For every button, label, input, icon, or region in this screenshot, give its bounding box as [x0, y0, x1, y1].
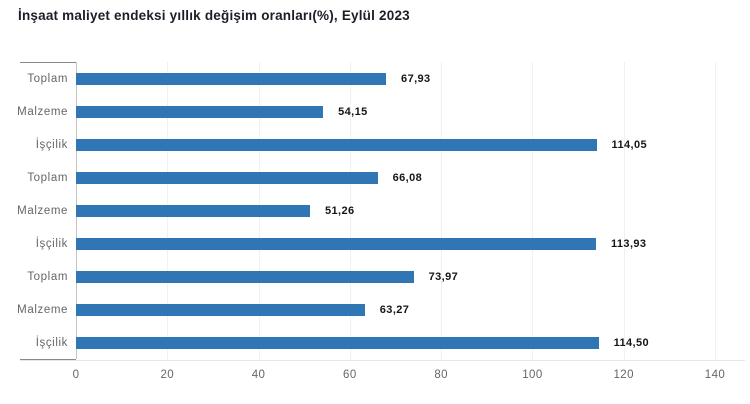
axis-top-cap [20, 62, 76, 63]
bar[interactable] [76, 138, 597, 151]
bar[interactable] [76, 303, 365, 316]
bar[interactable] [76, 72, 387, 85]
value-label: 114,50 [613, 336, 650, 349]
category-label: Malzeme [17, 303, 68, 316]
x-tick-label: 80 [434, 369, 448, 381]
category-label: Toplam [27, 72, 68, 85]
value-label: 63,27 [379, 303, 410, 316]
category-label: Malzeme [17, 105, 68, 118]
value-label: 73,97 [428, 270, 459, 283]
x-tick-label: 0 [72, 369, 80, 381]
gridline [349, 62, 351, 360]
category-label: Toplam [27, 171, 68, 184]
chart-title: İnşaat maliyet endeksi yıllık değişim or… [18, 8, 410, 23]
axis-bottom-cap [20, 359, 76, 360]
x-tick-label: 120 [613, 369, 634, 381]
category-label: İşçilik [35, 336, 68, 349]
value-label: 54,15 [338, 105, 368, 118]
x-tick-label: 40 [251, 369, 266, 381]
bar[interactable] [76, 237, 596, 250]
category-label: Toplam [27, 270, 68, 283]
value-label: 66,08 [392, 171, 423, 184]
bar[interactable] [76, 270, 414, 283]
category-label: Malzeme [17, 204, 68, 217]
gridline [441, 62, 443, 360]
gridline [532, 62, 534, 360]
x-tick-label: 100 [522, 369, 543, 381]
value-label: 113,93 [611, 237, 647, 250]
value-label: 51,26 [324, 204, 355, 217]
value-label: 114,05 [611, 138, 647, 151]
category-label: İşçilik [35, 237, 68, 250]
bar[interactable] [76, 171, 378, 184]
gridline [623, 62, 625, 360]
bar[interactable] [76, 336, 599, 349]
x-tick-label: 60 [343, 369, 357, 381]
x-tick-label: 20 [160, 369, 175, 381]
bar[interactable] [76, 105, 324, 118]
value-label: 67,93 [401, 72, 431, 85]
bar[interactable] [76, 204, 310, 217]
x-axis-line [20, 360, 745, 361]
x-tick-label: 140 [704, 369, 726, 381]
category-label: İşçilik [35, 138, 68, 151]
gridline [715, 62, 716, 360]
